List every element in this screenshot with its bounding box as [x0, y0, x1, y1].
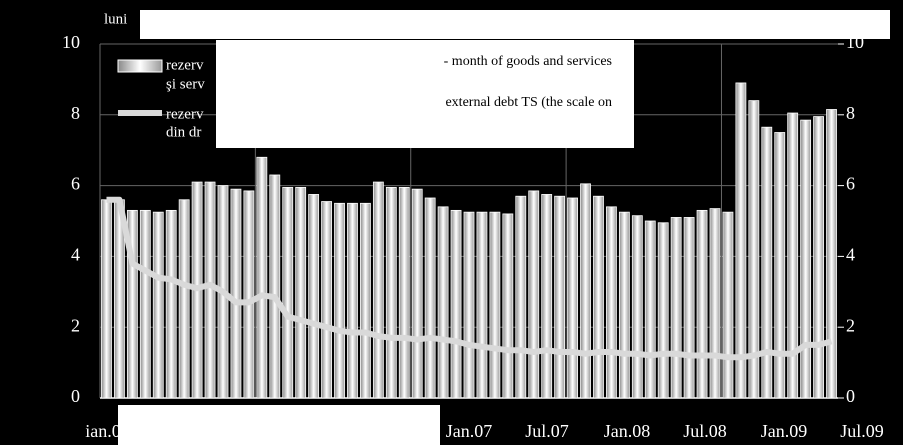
overlay-box	[140, 10, 890, 39]
bar	[800, 119, 812, 399]
bar	[437, 206, 449, 399]
legend-swatch	[117, 59, 163, 73]
bar	[787, 112, 799, 399]
x-tick-label: Jul.07	[525, 421, 569, 441]
legend-label: rezerv	[166, 57, 204, 73]
bar	[722, 211, 734, 399]
y-tick-label: 10	[62, 32, 80, 52]
bar	[385, 186, 397, 399]
bar	[126, 209, 138, 399]
bar	[644, 220, 656, 399]
x-tick-label: Jan.07	[446, 421, 493, 441]
bar	[567, 197, 578, 399]
bar	[709, 208, 721, 399]
bar	[308, 194, 320, 399]
legend-label: din dr	[166, 124, 201, 140]
bar	[152, 211, 164, 399]
bar	[243, 190, 255, 399]
bar	[282, 186, 294, 399]
bar	[360, 202, 371, 399]
y-tick-label: 4	[71, 245, 80, 265]
x-tick-label: Jul.08	[683, 421, 727, 441]
bar	[580, 183, 591, 399]
bar	[321, 201, 332, 399]
x-tick-label: Jan.08	[604, 421, 651, 441]
bar	[476, 211, 488, 399]
x-tick-label: Jul.09	[840, 421, 884, 441]
bar	[398, 186, 410, 399]
bar	[748, 100, 760, 399]
bar	[101, 199, 112, 399]
bar	[606, 206, 617, 399]
bar	[670, 217, 682, 399]
bar	[139, 209, 151, 399]
bar	[489, 211, 501, 399]
bar	[334, 202, 345, 399]
bar	[502, 213, 514, 399]
bar	[826, 109, 837, 399]
bar	[450, 209, 462, 399]
overlay-box	[118, 405, 440, 445]
bar	[295, 186, 307, 399]
y-tick-label: 6	[71, 174, 80, 194]
bar	[178, 199, 190, 399]
bar	[657, 222, 669, 399]
bar	[411, 188, 423, 399]
y2-tick-label: 2	[846, 315, 855, 335]
bar	[683, 217, 695, 399]
overlay-text: - month of goods and services	[444, 54, 612, 69]
bar	[541, 194, 553, 399]
line	[106, 196, 833, 361]
y-tick-label: 8	[71, 103, 80, 123]
bar	[528, 190, 540, 399]
bar	[554, 195, 566, 399]
bar	[463, 211, 475, 399]
bar	[593, 195, 604, 399]
bar	[813, 116, 824, 399]
y2-tick-label: 6	[846, 174, 855, 194]
bar	[774, 132, 786, 399]
bar	[256, 156, 268, 399]
bar	[761, 126, 773, 399]
overlay-box	[216, 40, 634, 148]
y-tick-label: 2	[71, 315, 80, 335]
overlay-text: external debt TS (the scale on	[445, 95, 612, 110]
bar	[735, 82, 747, 399]
bar	[618, 211, 630, 399]
x-tick-label: Jan.09	[761, 421, 808, 441]
y2-tick-label: 4	[846, 245, 855, 265]
bar	[165, 209, 177, 399]
legend-label: rezerv	[166, 106, 204, 122]
bar	[424, 197, 436, 399]
bar	[696, 209, 708, 399]
bar	[372, 181, 384, 399]
y2-tick-label: 0	[846, 386, 855, 406]
bar	[347, 202, 358, 399]
bar	[515, 195, 527, 399]
y-axis-label: luni	[104, 11, 127, 27]
bar	[269, 174, 281, 399]
y-tick-label: 0	[71, 386, 80, 406]
legend-label: şi serv	[166, 76, 205, 92]
x-tick-label: ian.0	[85, 421, 121, 441]
bar	[230, 188, 242, 399]
bar	[631, 215, 643, 399]
y2-tick-label: 8	[846, 103, 855, 123]
